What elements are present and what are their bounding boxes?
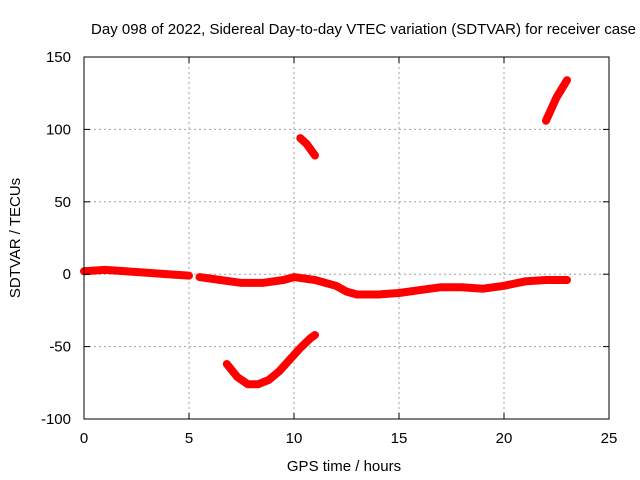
y-tick-label: 0 [63, 266, 71, 283]
series-line-3 [222, 331, 319, 389]
y-tick-label: 150 [46, 49, 71, 66]
y-tick-label: 50 [54, 194, 71, 211]
series-line-5 [542, 76, 571, 125]
y-tick-label: -50 [49, 339, 71, 356]
y-tick-label: -100 [41, 411, 71, 428]
series-line-1 [80, 265, 193, 280]
tick-labels: 0 5 10 15 20 25 -100 -50 0 50 100 150 [41, 49, 617, 447]
plot-frame [83, 56, 610, 420]
series-line-4 [296, 134, 319, 160]
series-line-2 [195, 273, 571, 299]
data-series [80, 76, 571, 389]
axis-ticks [83, 56, 610, 420]
x-tick-label: 10 [286, 430, 303, 447]
x-axis-label: GPS time / hours [287, 458, 401, 475]
grid-lines [84, 57, 609, 419]
y-tick-label: 100 [46, 121, 71, 138]
x-tick-label: 0 [80, 430, 88, 447]
x-tick-label: 20 [496, 430, 513, 447]
x-tick-label: 25 [601, 430, 618, 447]
y-axis-label: SDTVAR / TECUs [7, 178, 24, 298]
x-tick-label: 5 [185, 430, 193, 447]
chart-title: Day 098 of 2022, Sidereal Day-to-day VTE… [91, 21, 636, 38]
x-tick-label: 15 [391, 430, 408, 447]
